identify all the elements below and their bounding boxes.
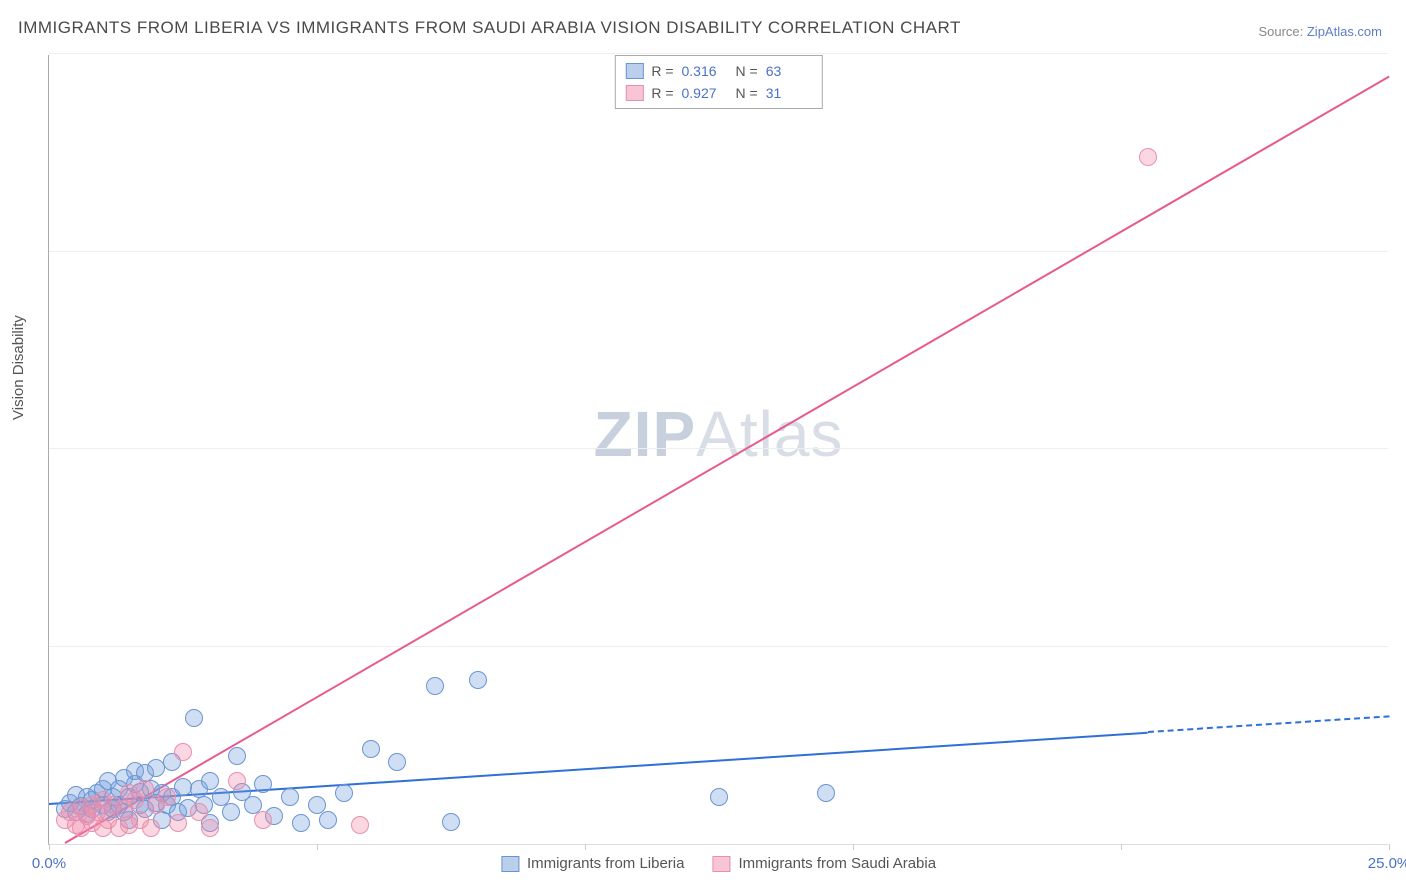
swatch-saudi bbox=[712, 856, 730, 872]
gridline bbox=[49, 448, 1388, 449]
data-point bbox=[190, 803, 208, 821]
data-point bbox=[442, 813, 460, 831]
trend-line-dashed bbox=[1148, 716, 1389, 734]
legend-item-saudi: Immigrants from Saudi Arabia bbox=[712, 855, 936, 872]
data-point bbox=[362, 740, 380, 758]
correlation-legend: R = 0.316 N = 63 R = 0.927 N = 31 bbox=[614, 55, 822, 109]
x-tick-label: 0.0% bbox=[32, 855, 66, 872]
data-point bbox=[351, 816, 369, 834]
x-tick-label: 25.0% bbox=[1368, 855, 1406, 872]
data-point bbox=[222, 803, 240, 821]
data-point bbox=[254, 775, 272, 793]
r-label: R = bbox=[651, 82, 673, 104]
data-point bbox=[469, 671, 487, 689]
x-tick bbox=[585, 844, 586, 850]
source-link[interactable]: ZipAtlas.com bbox=[1307, 24, 1382, 39]
data-point bbox=[817, 784, 835, 802]
data-point bbox=[136, 780, 154, 798]
n-label: N = bbox=[736, 60, 758, 82]
data-point bbox=[174, 743, 192, 761]
data-point bbox=[228, 747, 246, 765]
legend-item-liberia: Immigrants from Liberia bbox=[501, 855, 685, 872]
r-value-saudi: 0.927 bbox=[682, 82, 728, 104]
data-point bbox=[201, 772, 219, 790]
legend-row-saudi: R = 0.927 N = 31 bbox=[625, 82, 811, 104]
watermark-zip: ZIP bbox=[594, 398, 697, 470]
legend-label-liberia: Immigrants from Liberia bbox=[527, 855, 685, 872]
data-point bbox=[308, 796, 326, 814]
gridline bbox=[49, 646, 1388, 647]
data-point bbox=[426, 677, 444, 695]
x-tick bbox=[317, 844, 318, 850]
data-point bbox=[228, 772, 246, 790]
data-point bbox=[335, 784, 353, 802]
data-point bbox=[710, 788, 728, 806]
legend-label-saudi: Immigrants from Saudi Arabia bbox=[738, 855, 936, 872]
legend-row-liberia: R = 0.316 N = 63 bbox=[625, 60, 811, 82]
n-value-liberia: 63 bbox=[766, 60, 812, 82]
chart-title: IMMIGRANTS FROM LIBERIA VS IMMIGRANTS FR… bbox=[18, 18, 961, 38]
x-tick bbox=[853, 844, 854, 850]
swatch-liberia bbox=[501, 856, 519, 872]
r-label: R = bbox=[651, 60, 673, 82]
n-label: N = bbox=[736, 82, 758, 104]
chart-container: IMMIGRANTS FROM LIBERIA VS IMMIGRANTS FR… bbox=[0, 0, 1406, 892]
data-point bbox=[142, 819, 160, 837]
y-axis-label: Vision Disability bbox=[10, 315, 27, 420]
gridline bbox=[49, 251, 1388, 252]
data-point bbox=[319, 811, 337, 829]
plot-area: ZIPAtlas R = 0.316 N = 63 R = 0.927 N = … bbox=[48, 55, 1388, 845]
n-value-saudi: 31 bbox=[766, 82, 812, 104]
x-tick bbox=[1121, 844, 1122, 850]
watermark: ZIPAtlas bbox=[594, 397, 844, 471]
data-point bbox=[1139, 148, 1157, 166]
x-tick bbox=[49, 844, 50, 850]
source-attribution: Source: ZipAtlas.com bbox=[1258, 24, 1382, 39]
data-point bbox=[158, 788, 176, 806]
data-point bbox=[185, 709, 203, 727]
data-point bbox=[244, 796, 262, 814]
series-legend: Immigrants from Liberia Immigrants from … bbox=[501, 855, 936, 872]
data-point bbox=[292, 814, 310, 832]
swatch-saudi bbox=[625, 85, 643, 101]
data-point bbox=[281, 788, 299, 806]
r-value-liberia: 0.316 bbox=[682, 60, 728, 82]
swatch-liberia bbox=[625, 63, 643, 79]
data-point bbox=[212, 788, 230, 806]
data-point bbox=[169, 814, 187, 832]
gridline bbox=[49, 53, 1388, 54]
data-point bbox=[388, 753, 406, 771]
source-label: Source: bbox=[1258, 24, 1306, 39]
x-tick bbox=[1389, 844, 1390, 850]
data-point bbox=[201, 819, 219, 837]
data-point bbox=[254, 811, 272, 829]
